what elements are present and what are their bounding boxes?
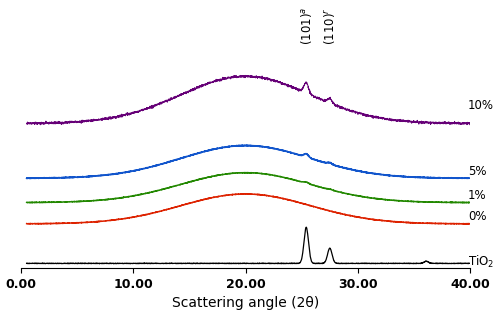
Text: (110)$^r$: (110)$^r$ xyxy=(322,8,338,45)
Text: 1%: 1% xyxy=(468,189,486,202)
Text: 0%: 0% xyxy=(468,210,486,223)
Text: TiO$_2$: TiO$_2$ xyxy=(468,254,494,270)
X-axis label: Scattering angle (2θ): Scattering angle (2θ) xyxy=(172,296,319,310)
Text: 10%: 10% xyxy=(468,99,494,112)
Text: (101)$^a$: (101)$^a$ xyxy=(298,7,314,45)
Text: 5%: 5% xyxy=(468,165,486,178)
